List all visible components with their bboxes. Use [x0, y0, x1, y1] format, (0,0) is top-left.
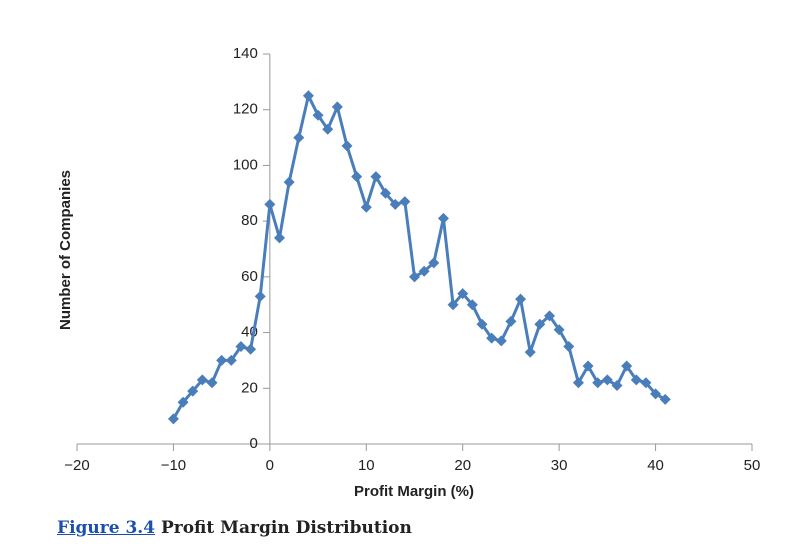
point-marker [544, 310, 555, 322]
x-tick-label: 0 [266, 457, 274, 474]
x-tick-label: 40 [647, 457, 664, 474]
point-marker [437, 212, 449, 224]
point-marker [572, 377, 584, 389]
y-tick-label: 0 [250, 435, 258, 452]
point-marker [196, 374, 208, 386]
point-marker [187, 385, 199, 397]
y-tick-label: 80 [241, 212, 258, 229]
point-marker [322, 123, 334, 135]
point-marker [640, 377, 652, 389]
series-line [172, 94, 666, 420]
point-marker [611, 380, 623, 391]
x-tick-label: −20 [64, 457, 89, 474]
point-marker [505, 315, 517, 327]
point-marker [254, 290, 266, 302]
x-axis-title: Profit Margin (%) [354, 483, 474, 500]
point-marker [563, 341, 575, 352]
y-tick-label: 60 [241, 268, 258, 285]
point-marker [312, 109, 324, 121]
point-marker [206, 377, 218, 389]
point-marker [274, 232, 285, 244]
y-tick-label: 20 [241, 379, 258, 396]
point-marker [621, 360, 633, 372]
point-marker [630, 374, 642, 386]
x-tick-label: 30 [551, 457, 568, 474]
y-axis-title: Number of Companies [57, 170, 74, 330]
y-tick-label: 120 [233, 101, 258, 118]
point-marker [264, 198, 276, 210]
point-marker [486, 332, 498, 344]
point-marker [341, 140, 353, 152]
point-marker [601, 374, 613, 386]
chart: Number of Companies Profit Margin (%) −2… [57, 45, 761, 500]
point-marker [476, 318, 488, 330]
point-marker [515, 293, 527, 305]
x-tick-label: −10 [161, 457, 186, 474]
point-marker [167, 413, 179, 425]
point-marker [524, 346, 536, 358]
point-marker [351, 171, 363, 183]
x-tick-label: 20 [454, 457, 471, 474]
point-marker [418, 265, 430, 277]
point-marker [360, 201, 372, 213]
point-marker [293, 132, 305, 144]
point-marker [370, 171, 382, 183]
caption-text: Profit Margin Distribution [160, 518, 412, 538]
x-tick-label: 10 [358, 457, 375, 474]
point-marker [553, 324, 565, 336]
point-marker [428, 257, 440, 269]
y-tick-label: 100 [233, 156, 258, 173]
point-marker [447, 299, 459, 311]
point-marker [331, 101, 343, 113]
point-marker [457, 288, 469, 300]
figure-link[interactable]: Figure 3.4 [57, 518, 156, 538]
point-marker [582, 360, 594, 372]
point-marker [650, 388, 662, 400]
point-marker [466, 299, 478, 311]
caption: Figure 3.4 Profit Margin Distribution [57, 518, 412, 538]
point-marker [177, 396, 189, 408]
point-marker [534, 318, 546, 330]
point-marker [245, 343, 257, 355]
y-tick-label: 140 [233, 45, 258, 62]
point-marker [302, 90, 314, 102]
point-marker [495, 335, 507, 347]
point-marker [592, 377, 604, 389]
point-marker [283, 176, 295, 188]
point-marker [389, 198, 401, 210]
point-marker [399, 196, 411, 208]
point-marker [659, 393, 671, 405]
point-marker [235, 341, 247, 352]
point-marker [216, 354, 228, 366]
point-marker [225, 354, 237, 366]
x-tick-label: 50 [744, 457, 761, 474]
point-marker [380, 187, 392, 199]
point-marker [409, 271, 420, 283]
